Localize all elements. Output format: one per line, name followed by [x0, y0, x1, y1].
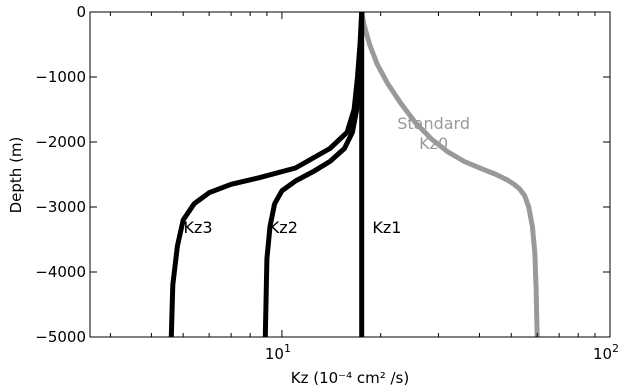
y-tick-label: −4000 [35, 263, 86, 281]
x-axis-label: Kz (10⁻⁴ cm² /s) [291, 369, 409, 387]
series-line-kz0 [359, 11, 540, 338]
annotation-kz0: Standard Kz0 [397, 114, 470, 153]
x-axis: 101 102 [109, 12, 619, 363]
plot-frame [89, 11, 611, 338]
curve-annotations: Kz3 Kz2 Kz1 Standard Kz0 [184, 114, 471, 237]
y-tick-label: −5000 [35, 328, 86, 346]
x-tick-label: 102 [593, 342, 619, 363]
plot-lines [168, 11, 540, 338]
series-line-kz3 [168, 11, 365, 338]
y-tick-label: 0 [76, 3, 86, 21]
annotation-kz2: Kz2 [269, 218, 298, 237]
y-tick-label: −1000 [35, 68, 86, 86]
y-tick-label: −3000 [35, 198, 86, 216]
y-tick-label: −2000 [35, 133, 86, 151]
annotation-kz1: Kz1 [372, 218, 401, 237]
x-tick-label: 101 [265, 342, 291, 363]
y-axis: 0 −1000 −2000 −3000 −4000 −5000 [35, 3, 610, 346]
y-axis-label: Depth (m) [7, 137, 25, 214]
annotation-kz3: Kz3 [184, 218, 213, 237]
